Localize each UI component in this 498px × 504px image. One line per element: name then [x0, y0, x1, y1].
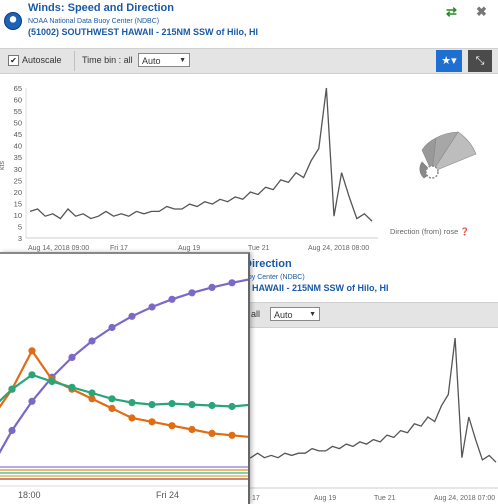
y-tick-label: 35 — [14, 153, 22, 162]
series-point[interactable] — [228, 431, 236, 439]
star-menu-icon[interactable]: ★▾ — [436, 50, 462, 72]
y-tick-label: 15 — [14, 199, 22, 208]
close-icon[interactable]: ✖ — [476, 4, 487, 19]
series-point[interactable] — [28, 371, 36, 379]
toolbar: : all Auto ▼ — [244, 302, 498, 328]
y-axis-unit: kts — [0, 161, 6, 170]
series-point[interactable] — [88, 337, 96, 345]
y-tick-label: 3 — [18, 234, 22, 243]
y-tick-label: 50 — [14, 119, 22, 128]
series-point[interactable] — [88, 389, 96, 397]
direction-window: Direction uoy Center (NDBC) T HAWAII - 2… — [244, 258, 498, 502]
baseline-bands — [0, 466, 248, 480]
series-point[interactable] — [188, 425, 196, 434]
series-point[interactable] — [108, 404, 116, 412]
series-point[interactable] — [28, 347, 36, 355]
series-point[interactable] — [188, 289, 196, 297]
wind-speed-chart: 65 60 55 50 45 40 35 30 25 20 15 10 5 3 kts Aug 14, 2… — [0, 84, 477, 252]
window-title: Winds: Speed and Direction — [28, 2, 174, 14]
chevron-down-icon: ▼ — [309, 311, 316, 318]
series-point[interactable] — [208, 401, 216, 410]
series-point[interactable] — [108, 323, 116, 332]
x-axis: Aug 14, 2018 09:00 Fri 17 Aug 19 Tue 21 Aug … — [28, 245, 369, 252]
timebin-select[interactable]: Auto ▼ — [270, 307, 320, 321]
y-tick-label: 10 — [14, 211, 22, 220]
x-tick-label: Aug 24, 2018 08:00 — [308, 245, 369, 252]
series-point[interactable] — [108, 395, 116, 403]
direction-rose-label: Direction (from) rose ❓ — [390, 227, 470, 236]
y-tick-label: 65 — [14, 84, 22, 93]
series-point[interactable] — [228, 279, 236, 287]
series-point[interactable] — [168, 422, 176, 430]
series-point[interactable] — [168, 295, 176, 303]
timebin-label: : all — [246, 309, 261, 319]
x-tick-label: Aug 24, 2018 07:00 — [434, 495, 495, 502]
series-point[interactable] — [28, 397, 36, 405]
multi-series-chart-window: 18:00 Fri 24 — [0, 252, 250, 504]
series-point[interactable] — [88, 395, 96, 403]
multi-series-chart: 18:00 Fri 24 — [0, 278, 248, 500]
noaa-logo — [4, 12, 22, 30]
autoscale-checkbox[interactable]: ✔ — [8, 55, 19, 66]
series-point[interactable] — [68, 353, 76, 361]
series-point[interactable] — [188, 401, 196, 409]
series-point[interactable] — [208, 429, 216, 437]
y-tick-label: 5 — [18, 222, 22, 231]
station-name: (51002) SOUTHWEST HAWAII - 215NM SSW of … — [28, 27, 259, 37]
series-point[interactable] — [48, 377, 56, 386]
chart-series — [0, 278, 248, 455]
series-point[interactable] — [8, 385, 16, 393]
window-subtitle: uoy Center (NDBC) — [244, 274, 305, 281]
window-subtitle: NOAA National Data Buoy Center (NDBC) — [28, 18, 160, 25]
series-point[interactable] — [128, 312, 136, 320]
series-point[interactable] — [208, 283, 216, 291]
wind-speed-series — [29, 87, 373, 222]
timebin-select[interactable]: Auto ▼ — [138, 53, 190, 67]
winds-speed-direction-window: Winds: Speed and Direction NOAA National… — [0, 0, 498, 259]
series-point[interactable] — [228, 402, 236, 411]
window-header: Winds: Speed and Direction NOAA National… — [0, 0, 498, 48]
series-point[interactable] — [168, 400, 176, 408]
x-axis: 18:00 Fri 24 — [18, 490, 179, 500]
timebin-value: Auto — [274, 310, 293, 320]
station-name: T HAWAII - 215NM SSW of Hilo, HI — [244, 283, 389, 293]
series-point[interactable] — [148, 303, 156, 311]
direction-rose — [419, 131, 477, 179]
x-tick-label: Aug 19 — [178, 245, 200, 252]
wind-speed-series — [244, 337, 497, 463]
chevron-down-icon: ▼ — [179, 57, 186, 64]
x-tick-label: Fri 24 — [156, 490, 179, 500]
series-point[interactable] — [128, 414, 136, 422]
x-tick-label: Fri 17 — [110, 245, 128, 252]
toolbar-divider — [74, 51, 75, 71]
y-tick-label: 20 — [14, 188, 22, 197]
y-tick-label: 45 — [14, 130, 22, 139]
wind-speed-chart-partial: 17 Aug 19 Tue 21 Aug 24, 2018 07:00 — [244, 337, 498, 502]
timebin-value: Auto — [142, 56, 161, 66]
series-point[interactable] — [128, 399, 136, 407]
x-tick-label: Tue 21 — [248, 245, 270, 252]
autoscale-label: Autoscale — [22, 55, 62, 65]
series-point[interactable] — [68, 383, 76, 391]
y-tick-label: 55 — [14, 107, 22, 116]
x-tick-label: Aug 19 — [314, 495, 336, 502]
y-tick-label: 30 — [14, 165, 22, 174]
y-axis: 65 60 55 50 45 40 35 30 25 20 15 10 5 3 — [14, 84, 22, 243]
y-tick-label: 25 — [14, 176, 22, 185]
series-point[interactable] — [148, 418, 156, 426]
series-point[interactable] — [8, 426, 16, 435]
x-axis: 17 Aug 19 Tue 21 Aug 24, 2018 07:00 — [252, 495, 495, 502]
toolbar: ✔ Autoscale Time bin : all Auto ▼ ★▾ ⤡ — [0, 48, 498, 74]
x-tick-label: 17 — [252, 495, 260, 502]
y-tick-label: 40 — [14, 142, 22, 151]
y-tick-label: 60 — [14, 96, 22, 105]
x-tick-label: Tue 21 — [374, 495, 396, 502]
window-title: Direction — [244, 258, 292, 270]
x-tick-label: Aug 14, 2018 09:00 — [28, 245, 89, 252]
series-point[interactable] — [148, 401, 156, 409]
timebin-label: Time bin : all — [82, 55, 133, 65]
shuffle-icon[interactable]: ⇄ — [446, 4, 457, 19]
expand-icon[interactable]: ⤡ — [468, 50, 492, 72]
x-tick-label: 18:00 — [18, 490, 41, 500]
